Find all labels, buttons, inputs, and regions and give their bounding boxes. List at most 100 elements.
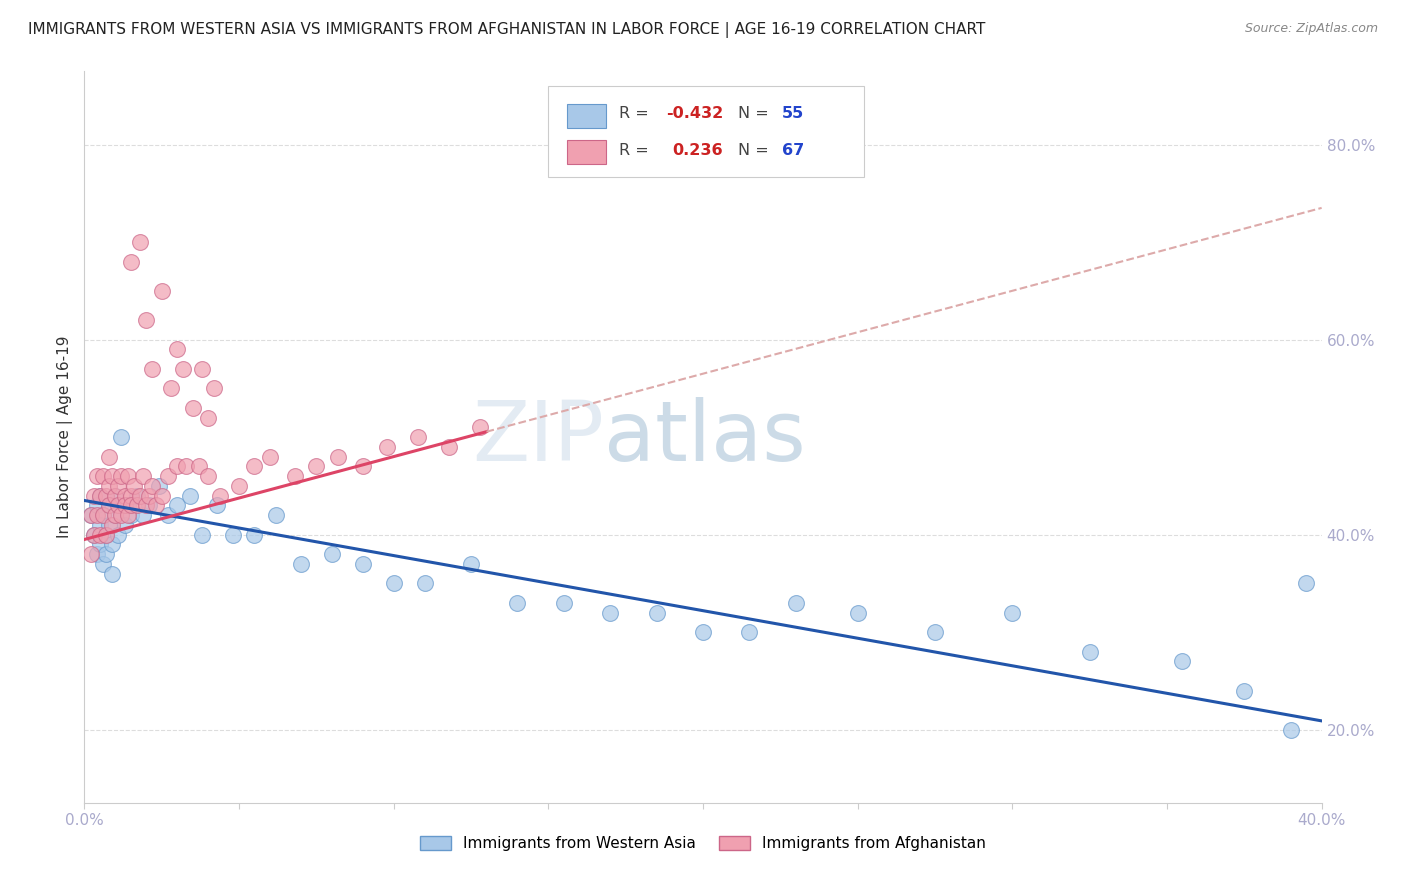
Point (259, 450, 281, 464)
Point (413, 576, 436, 591)
Point (110, 508, 132, 522)
Text: N =: N = (738, 106, 773, 121)
Text: R =: R = (619, 143, 659, 158)
Point (166, 343, 188, 357)
Point (264, 508, 287, 522)
Point (166, 459, 188, 474)
Point (1295, 576, 1317, 591)
Point (460, 557, 482, 571)
Point (114, 517, 136, 532)
Point (785, 596, 807, 610)
Point (243, 527, 266, 541)
Point (120, 254, 142, 268)
Point (305, 459, 328, 474)
Point (89, 489, 111, 503)
Point (439, 440, 461, 454)
Point (207, 499, 229, 513)
Point (125, 499, 148, 513)
Point (89, 537, 111, 551)
Text: ZIP: ZIP (472, 397, 605, 477)
Point (187, 459, 209, 474)
Point (132, 508, 155, 522)
Point (470, 420, 492, 434)
Point (156, 508, 179, 522)
Point (553, 596, 575, 610)
Point (83, 489, 105, 503)
Point (243, 459, 266, 474)
Point (145, 499, 167, 513)
Point (645, 606, 668, 620)
Point (98, 517, 121, 532)
Point (506, 596, 529, 610)
Point (83, 527, 105, 541)
Point (846, 606, 869, 620)
Point (284, 469, 307, 483)
Text: 0.236: 0.236 (672, 143, 723, 158)
Point (120, 489, 142, 503)
Point (738, 625, 761, 640)
Text: R =: R = (619, 106, 654, 121)
Point (104, 508, 127, 522)
Point (101, 537, 124, 551)
Point (228, 479, 250, 493)
Point (86, 469, 108, 483)
Point (129, 489, 152, 503)
Y-axis label: In Labor Force | Age 16-19: In Labor Force | Age 16-19 (58, 335, 73, 539)
Point (94, 527, 117, 541)
Point (1078, 645, 1101, 659)
Point (222, 527, 245, 541)
Text: N =: N = (738, 143, 773, 158)
Bar (567, 140, 606, 164)
Point (692, 625, 714, 640)
Point (148, 479, 170, 493)
Point (1233, 683, 1256, 698)
Point (98, 450, 121, 464)
Point (91, 557, 114, 571)
Text: atlas: atlas (605, 397, 806, 477)
Point (104, 489, 127, 503)
Point (172, 361, 194, 376)
Point (176, 459, 198, 474)
Point (104, 508, 127, 522)
Point (321, 547, 343, 561)
Point (101, 469, 124, 483)
Point (114, 499, 136, 513)
Point (117, 499, 139, 513)
Point (122, 479, 145, 493)
Point (79, 547, 101, 561)
Point (129, 235, 152, 249)
Point (135, 313, 157, 327)
Point (98, 499, 121, 513)
Point (79, 508, 101, 522)
Point (290, 557, 312, 571)
Point (107, 499, 129, 513)
Point (132, 469, 155, 483)
Point (91, 508, 114, 522)
Point (86, 508, 108, 522)
Point (120, 499, 142, 513)
Point (101, 566, 124, 581)
Point (209, 489, 232, 503)
Point (94, 489, 117, 503)
Text: -0.432: -0.432 (666, 106, 723, 121)
Point (86, 499, 108, 513)
Point (125, 489, 148, 503)
Point (117, 508, 139, 522)
Point (150, 284, 173, 298)
Point (1171, 654, 1194, 668)
FancyBboxPatch shape (548, 86, 863, 178)
Point (352, 557, 374, 571)
Text: IMMIGRANTS FROM WESTERN ASIA VS IMMIGRANTS FROM AFGHANISTAN IN LABOR FORCE | AGE: IMMIGRANTS FROM WESTERN ASIA VS IMMIGRAN… (28, 22, 986, 38)
Point (1279, 723, 1302, 737)
Point (191, 527, 214, 541)
Text: Source: ZipAtlas.com: Source: ZipAtlas.com (1244, 22, 1378, 36)
Text: 55: 55 (782, 106, 804, 121)
Point (138, 499, 160, 513)
Point (197, 469, 219, 483)
Point (156, 469, 179, 483)
Point (135, 499, 157, 513)
Point (166, 499, 188, 513)
Point (94, 547, 117, 561)
Point (83, 527, 105, 541)
Legend: Immigrants from Western Asia, Immigrants from Afghanistan: Immigrants from Western Asia, Immigrants… (415, 830, 991, 857)
